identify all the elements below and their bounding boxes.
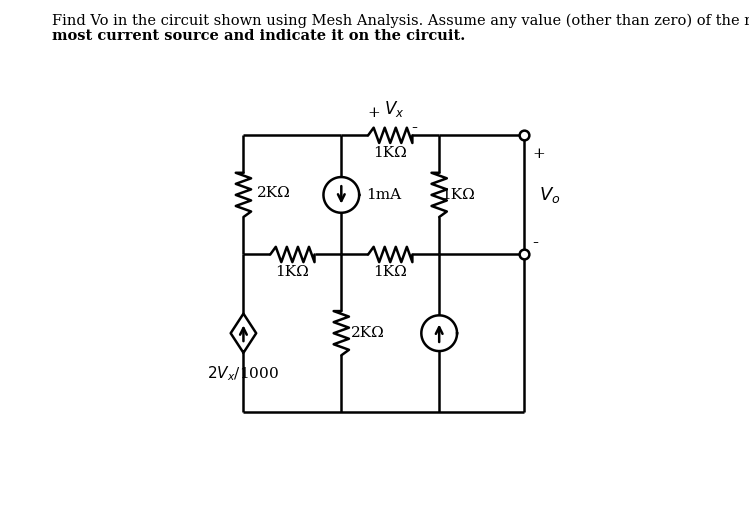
Text: $V_x$: $V_x$ [384, 99, 404, 119]
Text: $2V_x$/1000: $2V_x$/1000 [207, 365, 279, 383]
Text: -: - [411, 119, 417, 136]
Text: Find Vo in the circuit shown using Mesh Analysis. Assume any value (other than z: Find Vo in the circuit shown using Mesh … [52, 13, 749, 27]
Text: 1KΩ: 1KΩ [373, 265, 407, 279]
Text: 1KΩ: 1KΩ [441, 188, 475, 202]
Text: most current source and indicate it on the circuit.: most current source and indicate it on t… [52, 29, 466, 43]
Text: +: + [532, 148, 545, 162]
Text: $V_o$: $V_o$ [539, 185, 561, 205]
Text: -: - [532, 234, 538, 251]
Text: 1KΩ: 1KΩ [373, 146, 407, 160]
Text: +: + [368, 106, 380, 120]
Text: 2KΩ: 2KΩ [351, 326, 384, 340]
Text: 2KΩ: 2KΩ [257, 186, 291, 200]
Text: 1mA: 1mA [366, 188, 401, 202]
Text: 1KΩ: 1KΩ [276, 265, 309, 279]
